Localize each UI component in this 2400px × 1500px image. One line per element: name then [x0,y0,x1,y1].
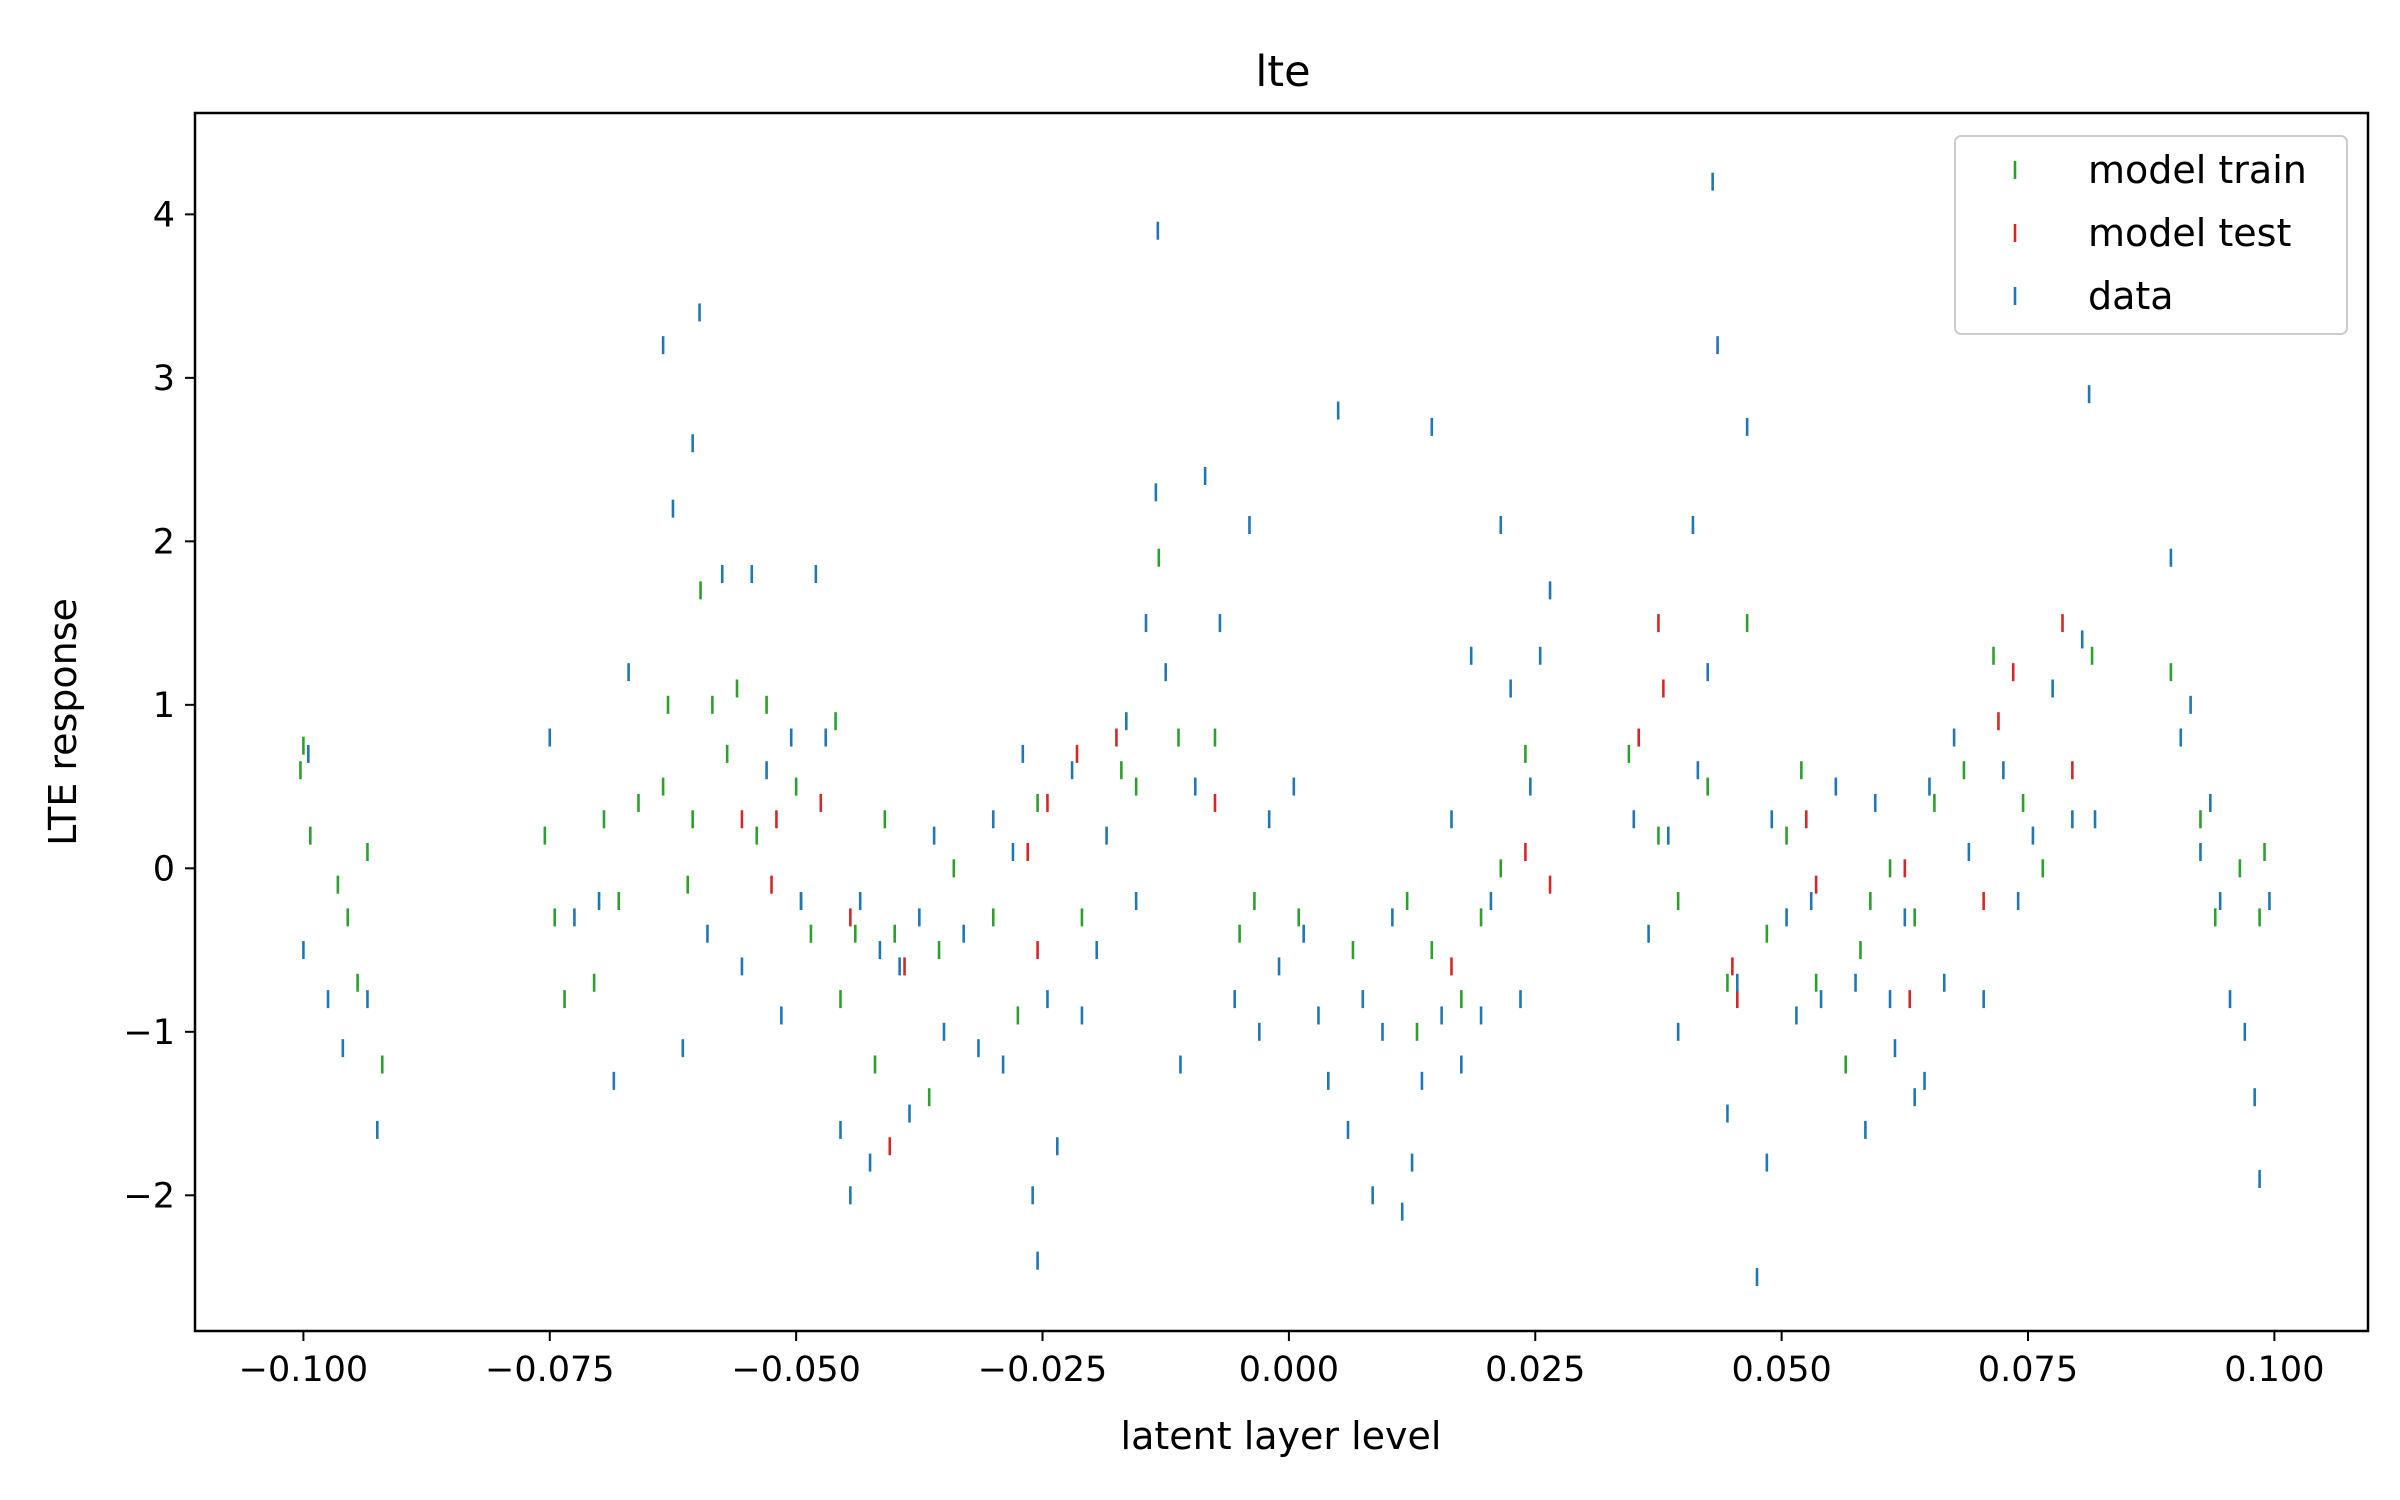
x-tick-label: −0.025 [978,1350,1108,1390]
legend-box [1954,135,2348,335]
x-tick-label: 0.075 [1978,1350,2078,1390]
plot-frame [193,111,2370,1333]
legend-label-data: data [2088,274,2174,318]
y-tick-label: 3 [153,359,175,399]
x-tick-label: −0.100 [239,1350,369,1390]
x-tick-label: 0.050 [1732,1350,1832,1390]
y-tick-label: −1 [123,1013,175,1053]
x-axis: −0.100 −0.075 −0.050 −0.025 0.000 0.025 0.050 0… [239,1331,2324,1390]
x-tick-label: 0.025 [1485,1350,1585,1390]
legend-label-model-train: model train [2088,148,2307,192]
y-tick-label: 1 [153,686,175,726]
y-tick-label: 2 [153,522,175,562]
x-tick-label: −0.075 [485,1350,615,1390]
x-tick-label: 0.000 [1239,1350,1339,1390]
y-tick-label: −2 [123,1176,175,1216]
y-axis-label: LTE response [41,598,85,846]
x-tick-label: 0.100 [2224,1350,2324,1390]
series-data [302,172,2271,1287]
series-model-train [299,548,2266,1107]
legend-label-model-test: model test [2088,211,2291,255]
series-model-test [740,614,2074,1156]
plot-layer [299,172,2271,1287]
chart-title: lte [1255,47,1310,97]
x-tick-label: −0.050 [731,1350,861,1390]
y-axis: −2 −1 0 1 2 3 4 [123,195,195,1216]
y-tick-label: 0 [153,849,175,889]
x-axis-label: latent layer level [1121,1414,1442,1458]
y-tick-label: 4 [153,195,175,235]
legend: model train model test data [1954,135,2348,335]
